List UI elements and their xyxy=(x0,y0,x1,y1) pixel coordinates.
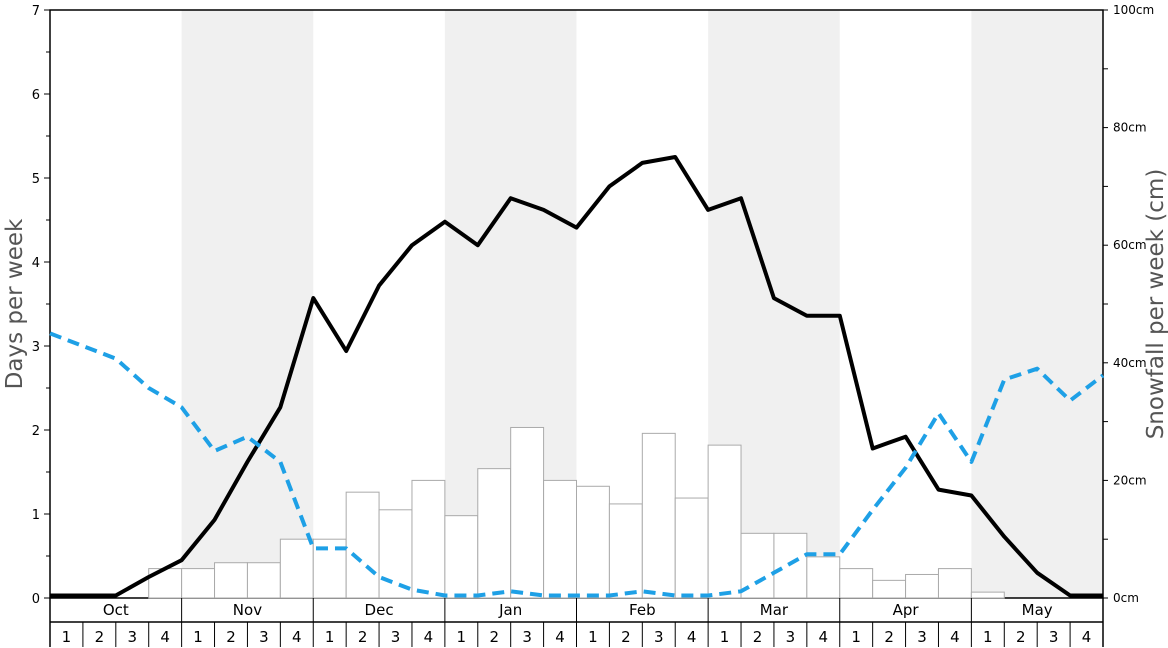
month-label: Oct xyxy=(103,601,129,619)
week-label: 3 xyxy=(1049,628,1059,646)
snowfall-bar xyxy=(839,568,874,599)
week-label: 3 xyxy=(786,628,796,646)
snowfall-bar xyxy=(181,568,216,599)
month-shade xyxy=(971,10,1103,598)
week-label: 3 xyxy=(654,628,664,646)
y-axis-left-label: Days per week xyxy=(2,218,28,389)
snowfall-bar xyxy=(576,485,610,599)
week-label: 4 xyxy=(424,628,434,646)
snowfall-bar xyxy=(246,562,281,599)
snowfall-bar xyxy=(707,444,742,599)
snowfall-bar xyxy=(510,426,545,599)
snowfall-bar xyxy=(543,479,577,599)
snowfall-bar xyxy=(674,497,709,599)
week-label: 4 xyxy=(1082,628,1092,646)
right-tick-label: 40cm xyxy=(1113,356,1147,370)
week-label: 2 xyxy=(95,628,105,646)
month-label: Jan xyxy=(498,601,522,619)
axis-labels: 0 1 2 3 4 5 6 7 0cm 20cm 40cm 60cm 80cm 100cm xyxy=(32,3,1154,607)
week-label: 3 xyxy=(917,628,927,646)
week-label: 4 xyxy=(950,628,960,646)
left-tick-label: 1 xyxy=(32,508,40,523)
right-tick-label: 60cm xyxy=(1113,238,1147,252)
snowfall-bar xyxy=(345,491,380,599)
month-label: Nov xyxy=(233,601,262,619)
left-tick-label: 7 xyxy=(32,4,40,19)
snowfall-bar xyxy=(905,573,939,599)
week-label: 2 xyxy=(884,628,894,646)
snowfall-bar xyxy=(608,503,643,599)
week-label: 1 xyxy=(193,628,203,646)
left-tick-label: 3 xyxy=(32,340,40,355)
month-shade xyxy=(181,10,314,598)
week-label: 1 xyxy=(457,628,467,646)
snowfall-bar xyxy=(411,479,446,599)
day-lines xyxy=(49,155,1105,598)
snowfall-bar xyxy=(970,591,1005,599)
month-label: Mar xyxy=(760,601,789,619)
week-label: 1 xyxy=(983,628,993,646)
snowfall-bar xyxy=(641,432,676,599)
week-label: 2 xyxy=(753,628,763,646)
week-label: 4 xyxy=(819,628,829,646)
week-label: 4 xyxy=(292,628,302,646)
week-label: 1 xyxy=(720,628,730,646)
snowfall-bar xyxy=(214,562,248,599)
y-axis-right-label: Snowfall per week (cm) xyxy=(1143,169,1168,440)
week-label: 1 xyxy=(851,628,861,646)
snowfall-bar xyxy=(872,579,907,599)
solid-days-line xyxy=(50,155,1103,598)
left-tick-label: 2 xyxy=(32,424,40,439)
right-tick-label: 80cm xyxy=(1113,121,1147,135)
week-label: 1 xyxy=(62,628,72,646)
week-label: 4 xyxy=(687,628,697,646)
week-label: 2 xyxy=(621,628,631,646)
left-tick-label: 5 xyxy=(32,172,40,187)
right-tick-label: 100cm xyxy=(1113,3,1154,17)
week-label: 2 xyxy=(1016,628,1026,646)
right-tick-label: 20cm xyxy=(1113,473,1147,487)
week-label: 3 xyxy=(391,628,401,646)
snowfall-bar xyxy=(279,538,314,599)
week-label: 3 xyxy=(259,628,269,646)
week-label: 4 xyxy=(160,628,170,646)
month-label: May xyxy=(1022,601,1053,619)
month-axis: Oct 1 2 3 4 Nov 1 2 3 4 Dec 1 2 3 4 Jan 1 2 3 4 Feb 1 2 3 4 Mar 1 2… xyxy=(49,598,1104,647)
week-label: 2 xyxy=(358,628,368,646)
month-label: Apr xyxy=(893,601,920,619)
snowfall-bar xyxy=(937,568,972,599)
left-tick-label: 0 xyxy=(32,592,40,607)
week-label: 4 xyxy=(555,628,565,646)
week-label: 3 xyxy=(127,628,137,646)
month-label: Feb xyxy=(629,601,656,619)
snowfall-bar xyxy=(477,468,512,599)
month-label: Dec xyxy=(365,601,394,619)
snowfall-bar xyxy=(378,509,413,599)
snowfall-bar xyxy=(444,515,479,599)
month-shading xyxy=(181,10,1103,598)
snowfall-bar xyxy=(806,556,841,599)
week-label: 3 xyxy=(522,628,532,646)
left-tick-label: 6 xyxy=(32,88,40,103)
week-label: 1 xyxy=(588,628,598,646)
week-label: 2 xyxy=(226,628,236,646)
week-label: 1 xyxy=(325,628,335,646)
dashed-days-line xyxy=(49,331,1105,598)
right-tick-label: 0cm xyxy=(1113,591,1139,605)
left-tick-label: 4 xyxy=(32,256,40,271)
week-label: 2 xyxy=(489,628,499,646)
